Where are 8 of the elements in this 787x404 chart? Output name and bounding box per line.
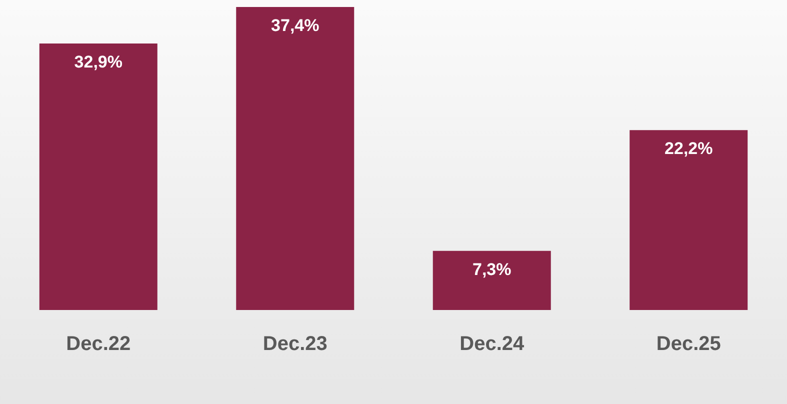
data-label: 32,9% xyxy=(74,52,122,72)
x-tick-label: Dec.25 xyxy=(656,333,721,355)
data-label: 22,2% xyxy=(664,139,713,158)
data-label: 37,4% xyxy=(271,16,320,35)
x-tick-label: Dec.23 xyxy=(262,333,328,355)
x-tick-label: Dec.24 xyxy=(460,333,525,355)
x-tick-label: Dec.22 xyxy=(66,333,131,355)
data-label: 7,3% xyxy=(472,260,512,279)
